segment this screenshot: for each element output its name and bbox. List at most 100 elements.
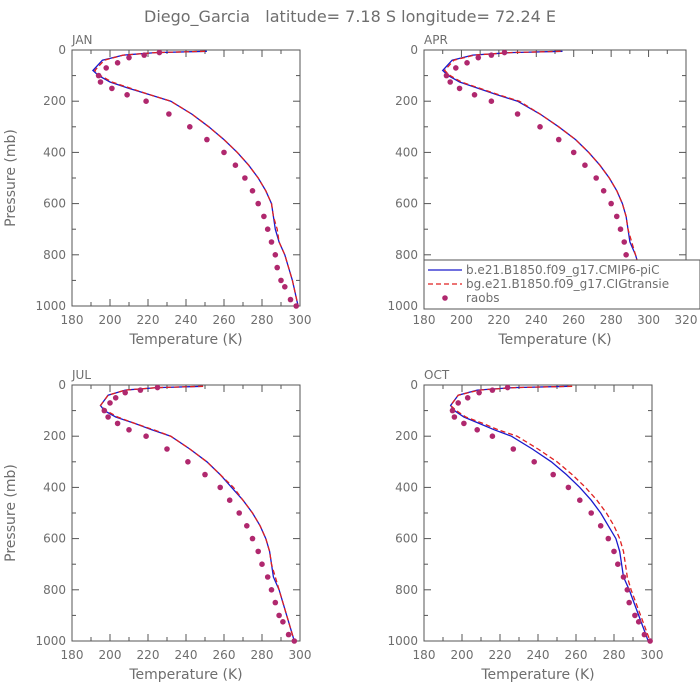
x-tick-label: 240 — [525, 313, 548, 327]
raobs-point — [287, 296, 294, 303]
raobs-point — [582, 162, 588, 168]
panel-title: OCT — [424, 368, 450, 382]
raobs-point — [647, 638, 653, 644]
raobs-point — [451, 414, 458, 420]
raobs-point — [105, 414, 111, 420]
raobs-point — [114, 420, 121, 427]
raobs-point — [455, 400, 462, 406]
raobs-point — [112, 395, 119, 401]
raobs-point — [285, 631, 292, 638]
x-tick-label: 220 — [487, 313, 510, 327]
raobs-point — [449, 407, 456, 414]
x-tick-label: 200 — [451, 648, 474, 662]
x-tick-label: 260 — [213, 313, 236, 327]
raobs-point — [600, 188, 607, 194]
y-tick-label: 400 — [395, 145, 418, 159]
raobs-point — [456, 85, 463, 92]
x-tick-label: 240 — [175, 313, 198, 327]
x-tick-label: 300 — [637, 313, 660, 327]
y-tick-label: 1000 — [35, 299, 66, 313]
x-tick-label: 180 — [61, 313, 84, 327]
y-tick-label: 1000 — [35, 634, 66, 648]
raobs-point — [577, 497, 583, 504]
raobs-point — [474, 427, 481, 433]
raobs-point — [232, 162, 239, 168]
raobs-point — [489, 387, 496, 393]
raobs-point — [504, 384, 511, 391]
x-tick-label: 200 — [99, 648, 122, 662]
series-line-control — [99, 385, 295, 642]
raobs-point — [126, 427, 132, 433]
raobs-point — [101, 407, 108, 414]
series-line-transient — [99, 385, 295, 642]
x-axis-label: Temperature (K) — [497, 332, 611, 348]
raobs-point — [476, 389, 482, 396]
raobs-point — [291, 638, 298, 644]
raobs-point — [261, 213, 267, 220]
raobs-point — [141, 52, 147, 58]
y-tick-label: 0 — [58, 43, 66, 57]
y-tick-label: 600 — [43, 197, 66, 211]
raobs-point — [488, 52, 495, 58]
y-tick-label: 600 — [395, 197, 418, 211]
raobs-point — [531, 459, 537, 465]
raobs-point — [143, 98, 149, 104]
series-line-control — [91, 50, 299, 307]
panels: 180 200 220 240 260 280 300 0 200 400 600 800 1000 JA… — [3, 33, 697, 683]
raobs-point — [255, 548, 261, 555]
y-tick-label: 400 — [43, 145, 66, 159]
raobs-point — [475, 54, 482, 61]
x-tick-label: 220 — [489, 648, 512, 662]
raobs-point — [126, 54, 132, 61]
raobs-point — [221, 149, 227, 156]
legend-marker — [442, 295, 448, 301]
y-axis-label: Pressure (mb) — [3, 129, 19, 227]
raobs-point — [608, 200, 614, 207]
legend-label: raobs — [466, 291, 500, 305]
raobs-point — [244, 523, 250, 529]
x-tick-label: 280 — [251, 313, 274, 327]
x-axis-label: Temperature (K) — [128, 667, 242, 683]
y-tick-label: 1000 — [387, 634, 418, 648]
plot-frame — [423, 384, 653, 642]
x-tick-label: 280 — [603, 648, 626, 662]
raobs-point — [510, 446, 517, 452]
raobs-point — [276, 612, 282, 619]
x-tick-label: 260 — [562, 313, 585, 327]
raobs-point — [464, 60, 470, 66]
legend: b.e21.B1850.f09_g17.CMIP6-piCbg.e21.B185… — [423, 259, 700, 310]
y-tick-label: 800 — [43, 248, 66, 262]
raobs-point — [550, 471, 556, 478]
series-line-control — [449, 385, 649, 642]
raobs-point — [166, 111, 172, 117]
raobs-point — [122, 389, 128, 396]
panel-title: APR — [424, 33, 448, 47]
plot-frame — [71, 384, 301, 642]
raobs-point — [282, 284, 288, 290]
raobs-point — [597, 523, 604, 529]
x-tick-label: 200 — [450, 313, 473, 327]
y-tick-label: 600 — [395, 532, 418, 546]
x-tick-label: 260 — [213, 648, 236, 662]
raobs-point — [236, 510, 242, 516]
raobs-point — [264, 574, 271, 580]
raobs-point — [293, 303, 300, 309]
y-tick-label: 200 — [43, 429, 66, 443]
raobs-point — [114, 60, 121, 66]
x-tick-label: 240 — [527, 648, 550, 662]
raobs-point — [620, 574, 627, 580]
raobs-point — [137, 387, 144, 393]
raobs-point — [242, 175, 248, 181]
raobs-point — [278, 277, 284, 284]
raobs-point — [621, 239, 628, 245]
y-tick-label: 800 — [395, 248, 418, 262]
panel-apr: 180 200 220 240 260 280 300 320 0 200 400 600 800 100… — [387, 33, 697, 348]
raobs-point — [555, 136, 562, 143]
raobs-point — [226, 497, 233, 504]
raobs-point — [623, 252, 629, 258]
y-tick-label: 600 — [43, 532, 66, 546]
y-tick-label: 400 — [43, 480, 66, 494]
x-tick-label: 300 — [289, 648, 312, 662]
raobs-point — [565, 484, 572, 491]
raobs-point — [202, 471, 208, 478]
